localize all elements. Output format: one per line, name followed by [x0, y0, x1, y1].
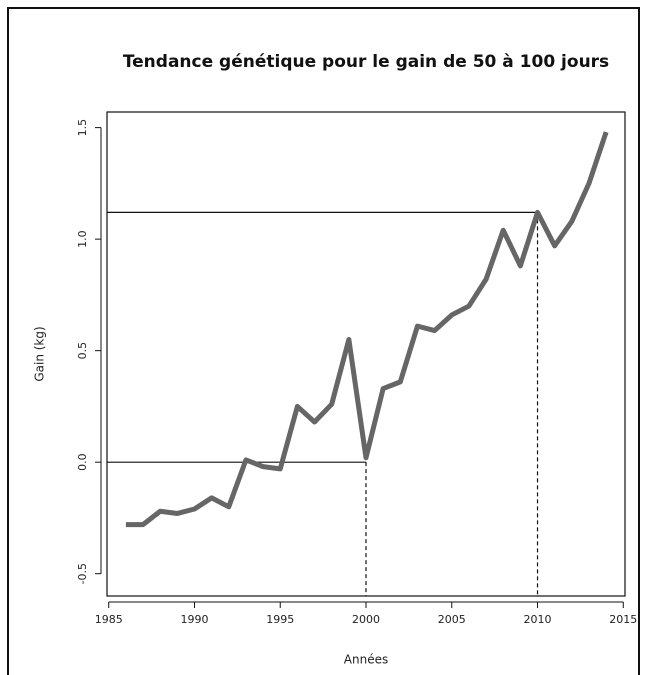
y-tick-label: 0.0	[76, 453, 89, 471]
y-axis-label: Gain (kg)	[33, 326, 47, 381]
x-tick-label: 1985	[95, 613, 123, 626]
y-tick-label: 1.5	[76, 119, 89, 137]
x-tick-label: 1990	[180, 613, 208, 626]
x-axis-label: Années	[344, 653, 388, 667]
x-tick-label: 1995	[266, 613, 294, 626]
x-tick-label: 2000	[352, 613, 380, 626]
x-tick-label: 2010	[524, 613, 552, 626]
y-tick-label: -0.5	[76, 563, 89, 584]
chart-title: Tendance génétique pour le gain de 50 à …	[123, 52, 609, 72]
y-tick-label: 0.5	[76, 342, 89, 360]
x-tick-label: 2015	[609, 613, 637, 626]
y-tick-label: 1.0	[76, 230, 89, 248]
data-line	[125, 131, 609, 528]
plot-box	[106, 111, 626, 597]
x-tick-label: 2005	[438, 613, 466, 626]
frame	[7, 7, 640, 675]
